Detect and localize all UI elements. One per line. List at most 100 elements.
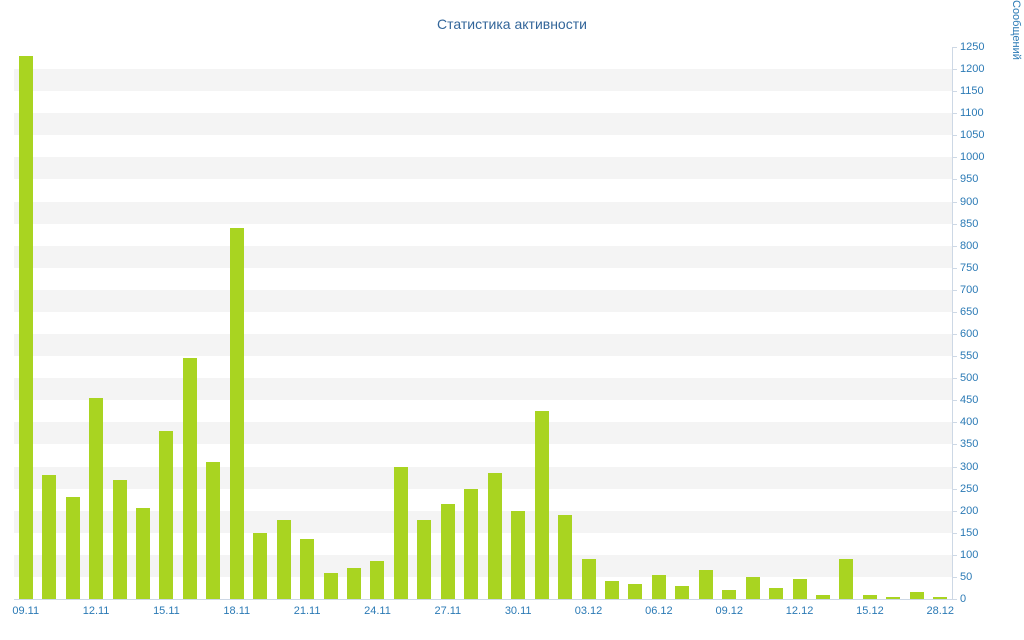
bar-1 <box>42 475 57 599</box>
bar-37 <box>886 596 901 599</box>
bar-2 <box>65 497 80 599</box>
bar-9 <box>229 228 244 599</box>
x-axis-tick-label: 15.12 <box>856 605 884 617</box>
y-axis-tick-label: 1050 <box>960 129 985 142</box>
grid-band <box>14 289 952 312</box>
bar-6 <box>159 431 174 599</box>
y-axis-tick <box>953 113 957 115</box>
grid-band <box>14 466 952 489</box>
y-axis-tick <box>953 488 957 490</box>
y-axis-tick <box>953 400 957 402</box>
grid-band <box>14 356 952 378</box>
y-axis-tick-label: 400 <box>960 416 979 429</box>
grid-band <box>14 245 952 268</box>
x-axis-tick-label: 18.11 <box>223 605 251 617</box>
bar-17 <box>417 519 432 599</box>
grid-band <box>14 268 952 290</box>
bar-14 <box>347 568 362 599</box>
y-axis-tick-label: 500 <box>960 372 979 385</box>
bar-32 <box>769 587 784 599</box>
y-axis-tick <box>953 378 957 380</box>
y-axis-tick-label: 0 <box>960 593 967 605</box>
y-axis-tick <box>953 223 957 225</box>
x-axis-tick-label: 12.12 <box>785 605 814 617</box>
bar-35 <box>839 559 854 599</box>
y-axis-tick <box>953 47 957 48</box>
x-axis-tick-label: 28.12 <box>926 605 955 617</box>
x-axis-tick-label: 12.11 <box>82 605 110 617</box>
grid-band <box>14 510 952 533</box>
y-axis-tick-label: 1150 <box>960 85 984 98</box>
y-axis-tick <box>953 444 957 446</box>
y-axis-tick-label: 1000 <box>960 151 985 164</box>
y-axis-tick-label: 650 <box>960 305 979 318</box>
bar-3 <box>89 398 104 599</box>
y-axis-tick-label: 700 <box>960 283 979 296</box>
y-axis-tick <box>953 510 957 512</box>
bar-21 <box>511 510 526 599</box>
bar-19 <box>464 488 479 599</box>
bar-5 <box>135 508 150 599</box>
grid-band <box>14 577 952 599</box>
y-axis-tick <box>953 201 957 203</box>
x-axis-tick-label: 09.12 <box>715 605 743 617</box>
y-axis-tick <box>953 311 957 313</box>
y-axis-tick <box>953 356 957 358</box>
y-axis-tick <box>953 532 957 534</box>
x-axis-tick-label: 27.11 <box>434 605 462 617</box>
bar-39 <box>933 596 948 599</box>
grid-band <box>14 179 952 201</box>
bar-22 <box>534 411 549 599</box>
bar-20 <box>487 473 502 599</box>
bar-25 <box>604 581 619 599</box>
bar-7 <box>182 358 197 599</box>
bar-28 <box>675 585 690 599</box>
bar-36 <box>862 594 877 599</box>
y-axis-tick-label: 550 <box>960 350 979 363</box>
bar-18 <box>440 504 455 599</box>
y-axis-tick-label: 350 <box>960 438 979 451</box>
y-axis-tick-label: 100 <box>960 548 979 561</box>
y-axis-tick <box>953 157 957 159</box>
y-axis-tick <box>953 422 957 424</box>
bar-8 <box>206 462 221 599</box>
bar-15 <box>370 561 385 599</box>
grid-band <box>14 378 952 401</box>
x-axis-tick-label: 15.11 <box>153 605 180 617</box>
y-axis-tick-label: 750 <box>960 261 979 274</box>
bar-4 <box>112 479 127 599</box>
y-axis-tick <box>953 599 957 600</box>
grid-band <box>14 224 952 246</box>
grid-band <box>14 400 952 422</box>
grid-band <box>14 47 952 69</box>
bar-0 <box>18 55 33 599</box>
grid-band <box>14 554 952 577</box>
y-axis-tick-label: 950 <box>960 173 979 186</box>
x-axis-tick-label: 06.12 <box>645 605 673 617</box>
y-axis-tick-label: 850 <box>960 217 979 230</box>
y-axis-tick-label: 900 <box>960 195 979 208</box>
bar-31 <box>745 576 760 599</box>
grid-band <box>14 444 952 466</box>
bar-12 <box>300 539 315 599</box>
bar-23 <box>558 515 573 599</box>
y-axis-tick-label: 200 <box>960 504 979 517</box>
chart-title: Статистика активности <box>437 16 587 32</box>
y-axis-line <box>952 47 953 600</box>
y-axis-tick-label: 250 <box>960 482 979 495</box>
bar-33 <box>792 579 807 599</box>
grid-band <box>14 113 952 136</box>
x-axis-tick-label: 03.12 <box>574 605 603 617</box>
y-axis-tick-label: 800 <box>960 239 979 252</box>
bar-16 <box>393 466 408 599</box>
y-axis-tick-label: 150 <box>960 526 979 539</box>
bar-30 <box>722 590 737 599</box>
x-axis-line <box>14 599 953 600</box>
y-axis-tick <box>953 289 957 291</box>
bar-26 <box>628 583 643 599</box>
y-axis-tick-label: 300 <box>960 460 979 473</box>
bar-27 <box>651 574 666 599</box>
y-axis-tick <box>953 179 957 181</box>
bar-24 <box>581 559 596 599</box>
grid-band <box>14 312 952 334</box>
